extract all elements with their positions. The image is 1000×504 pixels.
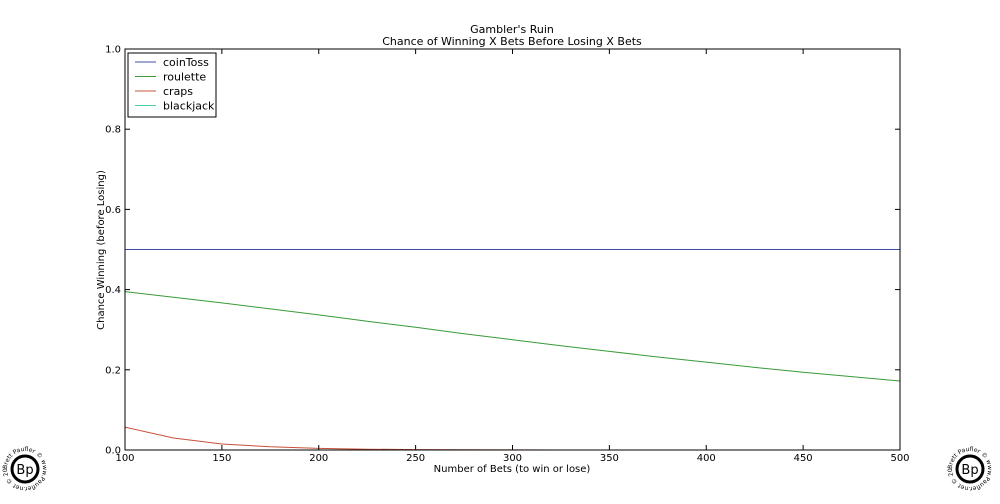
y-tick-label: 0.2 <box>105 365 121 376</box>
x-tick-label: 250 <box>406 453 425 464</box>
x-tick-label: 450 <box>794 453 813 464</box>
legend-label: blackjack <box>163 100 215 113</box>
x-tick-label: 150 <box>212 453 231 464</box>
y-tick-label: 0.6 <box>105 205 121 216</box>
x-tick-label: 400 <box>697 453 716 464</box>
y-tick-label: 0.0 <box>105 446 121 457</box>
x-tick-label: 300 <box>503 453 522 464</box>
y-tick-label: 0.4 <box>105 285 121 296</box>
legend-label: craps <box>163 85 193 98</box>
legend-box <box>127 52 217 118</box>
series-line <box>124 291 901 382</box>
logo-text: Bp <box>961 463 978 478</box>
x-tick-label: 500 <box>890 453 909 464</box>
chart-title: Gambler's Ruin <box>470 23 554 36</box>
y-axis-label: Chance Winning (before Losing) <box>96 170 107 330</box>
logo-text: Bp <box>16 463 33 478</box>
x-tick-label: 100 <box>115 453 134 464</box>
logo-circle <box>955 454 985 484</box>
y-tick-label: 1.0 <box>105 45 121 56</box>
chart-subtitle: Chance of Winning X Bets Before Losing X… <box>382 35 642 48</box>
legend-label: coinToss <box>163 56 209 69</box>
logo-circle <box>10 454 40 484</box>
legend-label: roulette <box>163 71 206 84</box>
x-axis-label: Number of Bets (to win or lose) <box>434 464 591 475</box>
x-tick-label: 350 <box>600 453 619 464</box>
y-tick-label: 0.8 <box>105 125 121 136</box>
x-tick-label: 200 <box>309 453 328 464</box>
